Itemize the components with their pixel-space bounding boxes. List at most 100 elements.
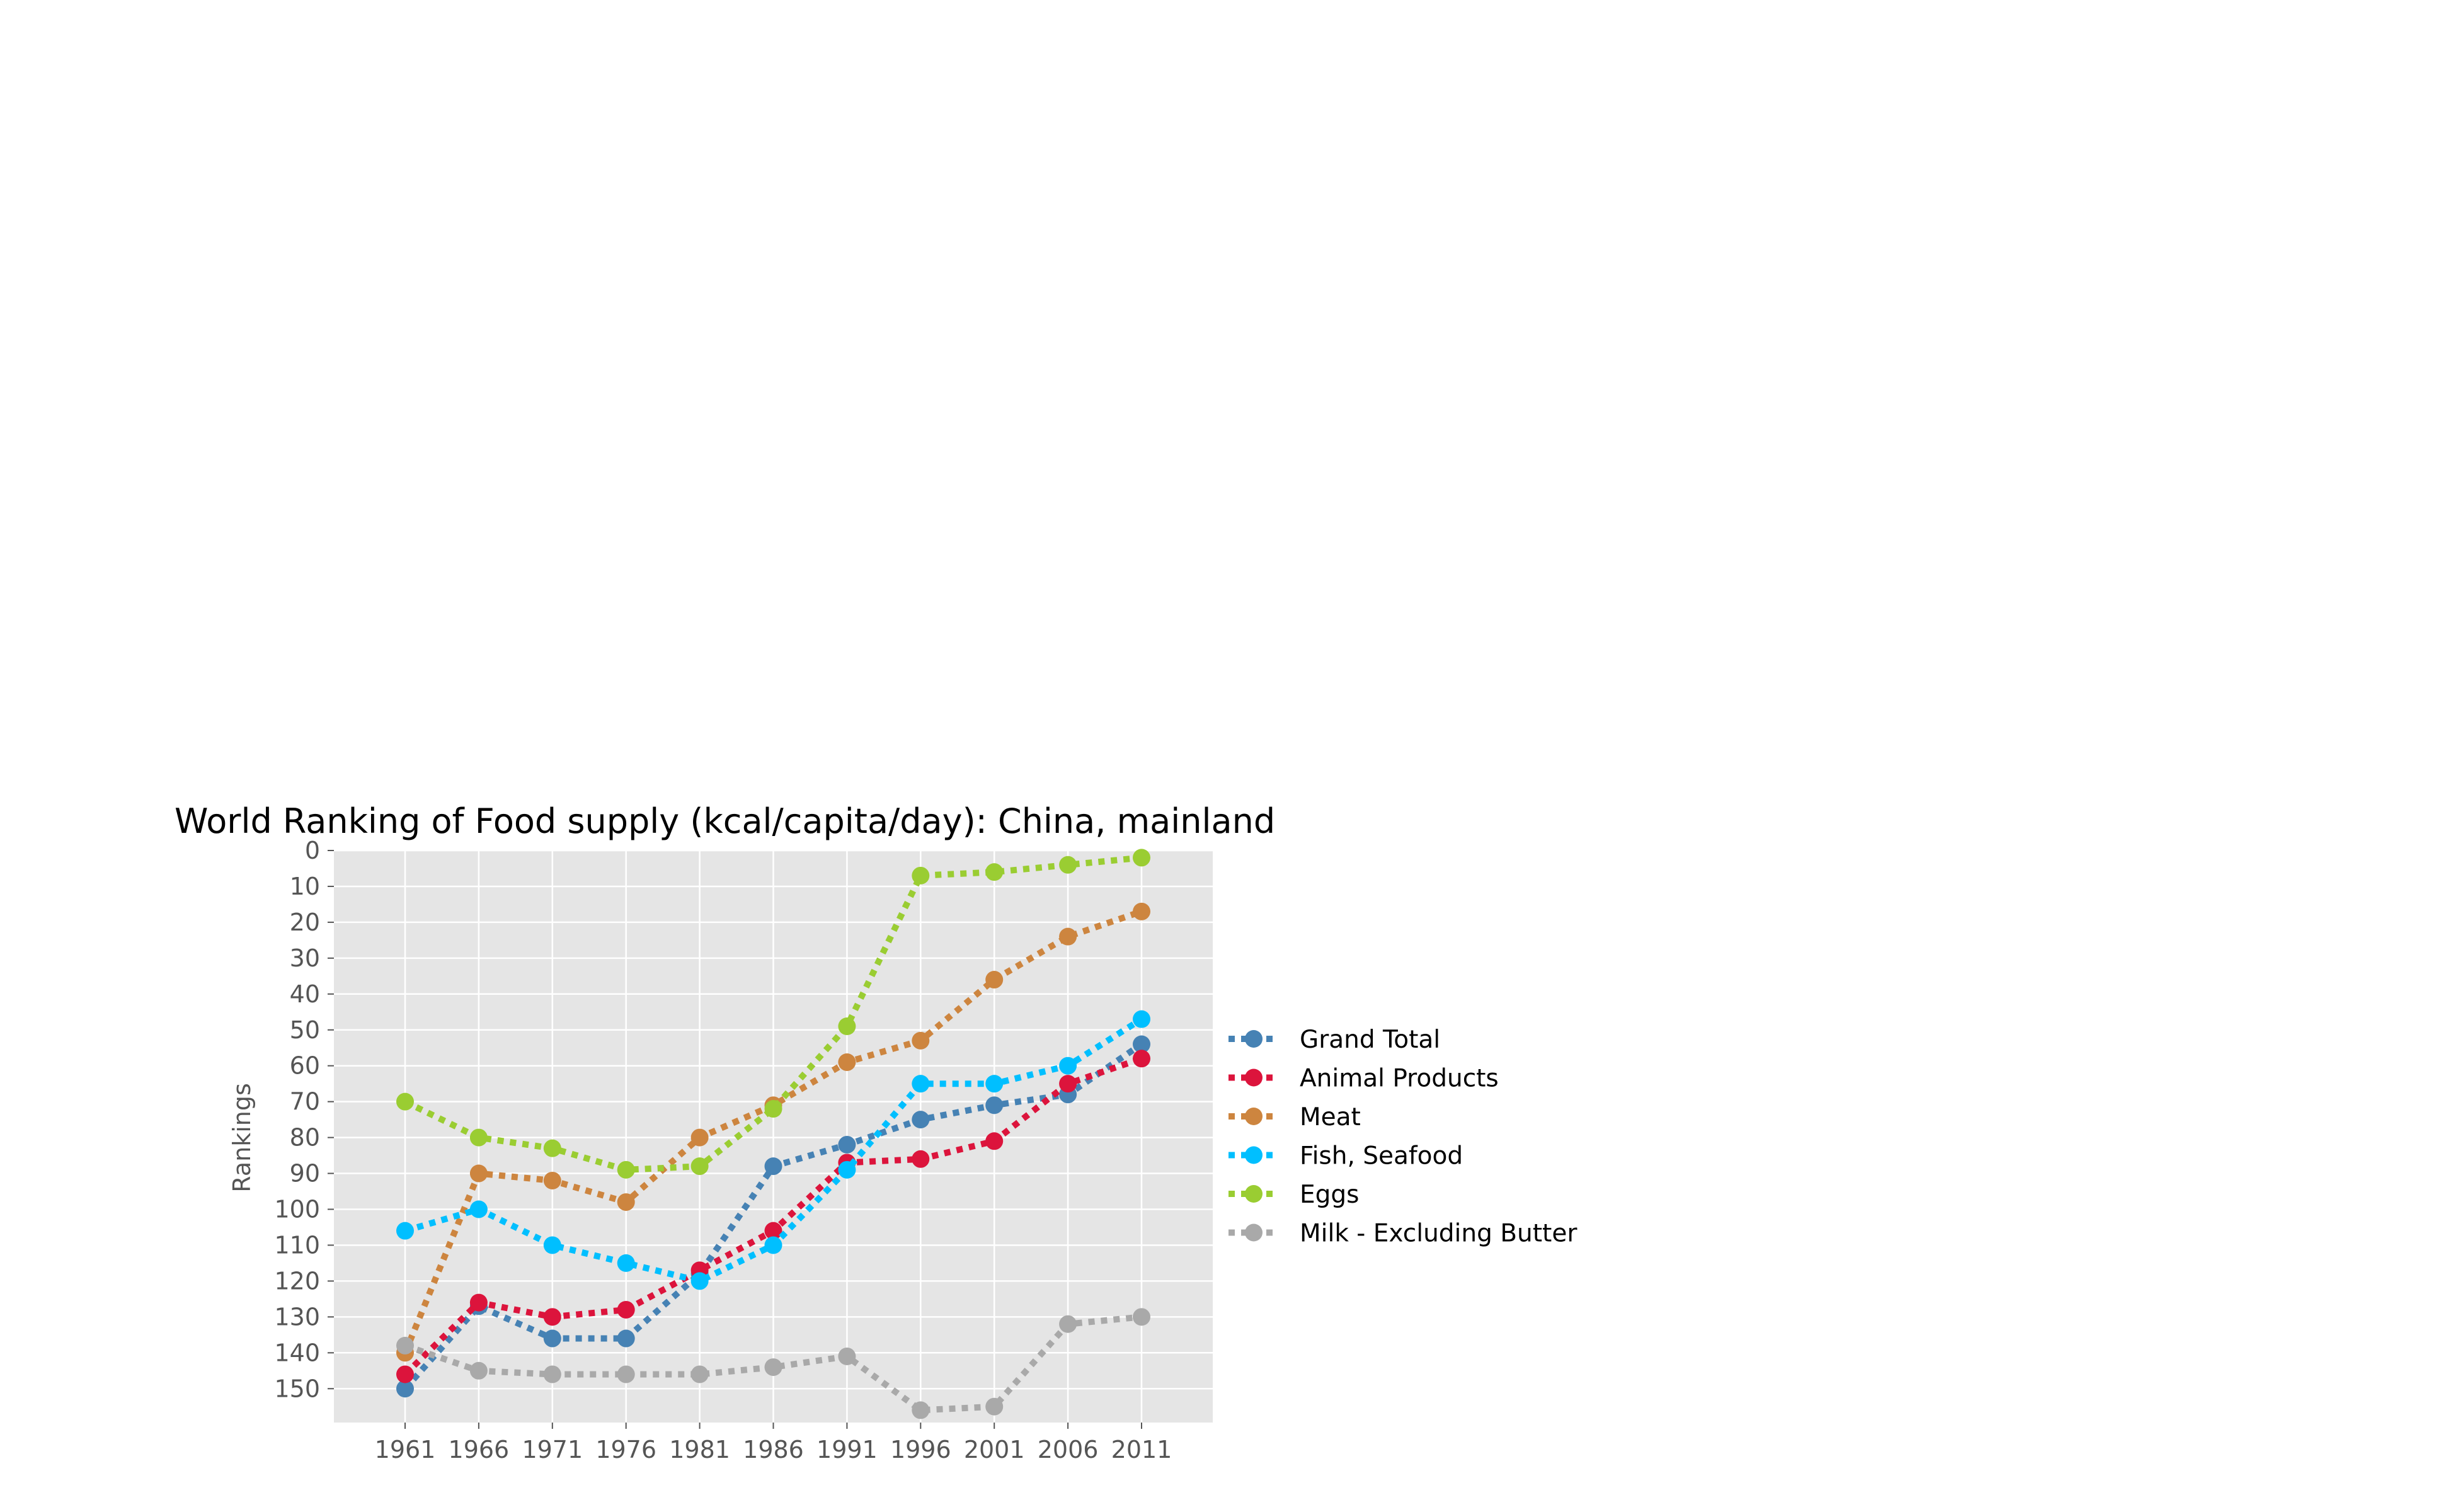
data-point	[838, 1053, 856, 1072]
data-point	[1059, 1315, 1077, 1333]
y-tick-label: 20	[290, 908, 320, 936]
legend-marker	[1245, 1146, 1263, 1164]
x-tick-label: 1971	[522, 1436, 583, 1463]
data-point	[690, 1272, 709, 1290]
legend-item-fish-seafood: Fish, Seafood	[1228, 1142, 1463, 1171]
data-point	[543, 1365, 561, 1383]
series-eggs	[396, 849, 1150, 1179]
series-lines	[396, 849, 1150, 1419]
data-point	[396, 1092, 414, 1111]
data-point	[985, 1096, 1004, 1114]
data-point	[985, 863, 1004, 881]
y-tick-label: 150	[274, 1375, 320, 1402]
data-point	[469, 1200, 488, 1218]
data-point	[469, 1164, 488, 1183]
y-tick-label: 100	[274, 1196, 320, 1223]
x-tick-label: 1986	[743, 1436, 804, 1463]
data-point	[838, 1135, 856, 1154]
legend-item-meat: Meat	[1228, 1103, 1361, 1131]
x-tick-label: 1991	[816, 1436, 878, 1463]
data-point	[764, 1358, 782, 1377]
data-point	[396, 1336, 414, 1354]
data-point	[838, 1160, 856, 1179]
data-point	[912, 1075, 930, 1093]
data-point	[912, 1111, 930, 1129]
y-tick-label: 50	[290, 1016, 320, 1044]
x-tick-label: 2001	[964, 1436, 1025, 1463]
data-point	[1059, 1057, 1077, 1075]
data-point	[764, 1100, 782, 1118]
legend-item-animal-products: Animal Products	[1228, 1065, 1499, 1093]
data-point	[838, 1017, 856, 1036]
data-point	[469, 1293, 488, 1312]
data-point	[1133, 1010, 1150, 1028]
data-point	[690, 1157, 709, 1176]
y-tick-label: 120	[274, 1267, 320, 1295]
y-tick-label: 90	[290, 1160, 320, 1188]
series-line	[403, 854, 1142, 1173]
data-point	[912, 1031, 930, 1050]
data-point	[617, 1254, 635, 1272]
data-point	[764, 1236, 782, 1254]
data-point	[617, 1365, 635, 1383]
data-point	[543, 1171, 561, 1189]
y-tick-label: 30	[290, 944, 320, 972]
data-point	[617, 1300, 635, 1319]
data-point	[396, 1365, 414, 1383]
legend-item-milk-excluding-butter: Milk - Excluding Butter	[1228, 1220, 1578, 1248]
data-point	[1133, 902, 1150, 920]
data-point	[764, 1222, 782, 1240]
data-point	[985, 1397, 1004, 1416]
series-line	[404, 1314, 1142, 1414]
series-milk-excluding-butter	[396, 1308, 1150, 1419]
data-point	[985, 971, 1004, 989]
legend-marker	[1245, 1068, 1263, 1087]
data-point	[1133, 1035, 1150, 1053]
data-point	[764, 1157, 782, 1176]
x-tick-label: 2011	[1111, 1436, 1172, 1463]
data-point	[912, 1401, 930, 1419]
data-point	[543, 1236, 561, 1254]
data-point	[469, 1128, 488, 1147]
x-tick-label: 2006	[1038, 1436, 1099, 1463]
legend-label: Animal Products	[1300, 1065, 1499, 1093]
data-point	[543, 1329, 561, 1348]
legend-marker	[1245, 1185, 1263, 1203]
grid-lines	[334, 849, 1213, 1423]
data-point	[1133, 1308, 1150, 1326]
series-line	[402, 908, 1143, 1354]
x-tick-label: 1981	[669, 1436, 730, 1463]
x-tick-label: 1966	[449, 1436, 510, 1463]
y-tick-label: 10	[290, 873, 320, 900]
x-tick-label: 1961	[375, 1436, 436, 1463]
data-point	[1059, 1075, 1077, 1093]
legend-label: Fish, Seafood	[1300, 1142, 1463, 1171]
data-point	[617, 1329, 635, 1348]
legend-marker	[1245, 1223, 1263, 1242]
data-point	[1059, 927, 1077, 946]
y-tick-label: 130	[274, 1303, 320, 1331]
chart-title: World Ranking of Food supply (kcal/capit…	[175, 801, 1275, 841]
y-axis-label: Rankings	[228, 1083, 256, 1193]
data-point	[469, 1361, 488, 1380]
x-tick-label: 1996	[890, 1436, 951, 1463]
legend-marker	[1245, 1108, 1263, 1125]
data-point	[985, 1075, 1004, 1093]
x-tick-label: 1976	[595, 1436, 656, 1463]
data-point	[1059, 856, 1077, 874]
data-point	[617, 1193, 635, 1211]
data-point	[396, 1380, 414, 1398]
series-fish-seafood	[396, 1010, 1150, 1290]
legend-label: Meat	[1300, 1103, 1361, 1131]
y-tick-label: 80	[290, 1124, 320, 1152]
y-tick-label: 60	[290, 1052, 320, 1080]
legend-item-grand-total: Grand Total	[1228, 1026, 1440, 1054]
y-tick-label: 0	[305, 837, 320, 864]
y-tick-label: 110	[274, 1231, 320, 1259]
legend: Grand Total Animal Products Meat Fish, Seaf…	[1228, 1026, 1578, 1248]
legend-label: Milk - Excluding Butter	[1300, 1220, 1578, 1248]
y-tick-label: 140	[274, 1339, 320, 1366]
legend-marker	[1245, 1030, 1263, 1048]
data-point	[617, 1160, 635, 1179]
